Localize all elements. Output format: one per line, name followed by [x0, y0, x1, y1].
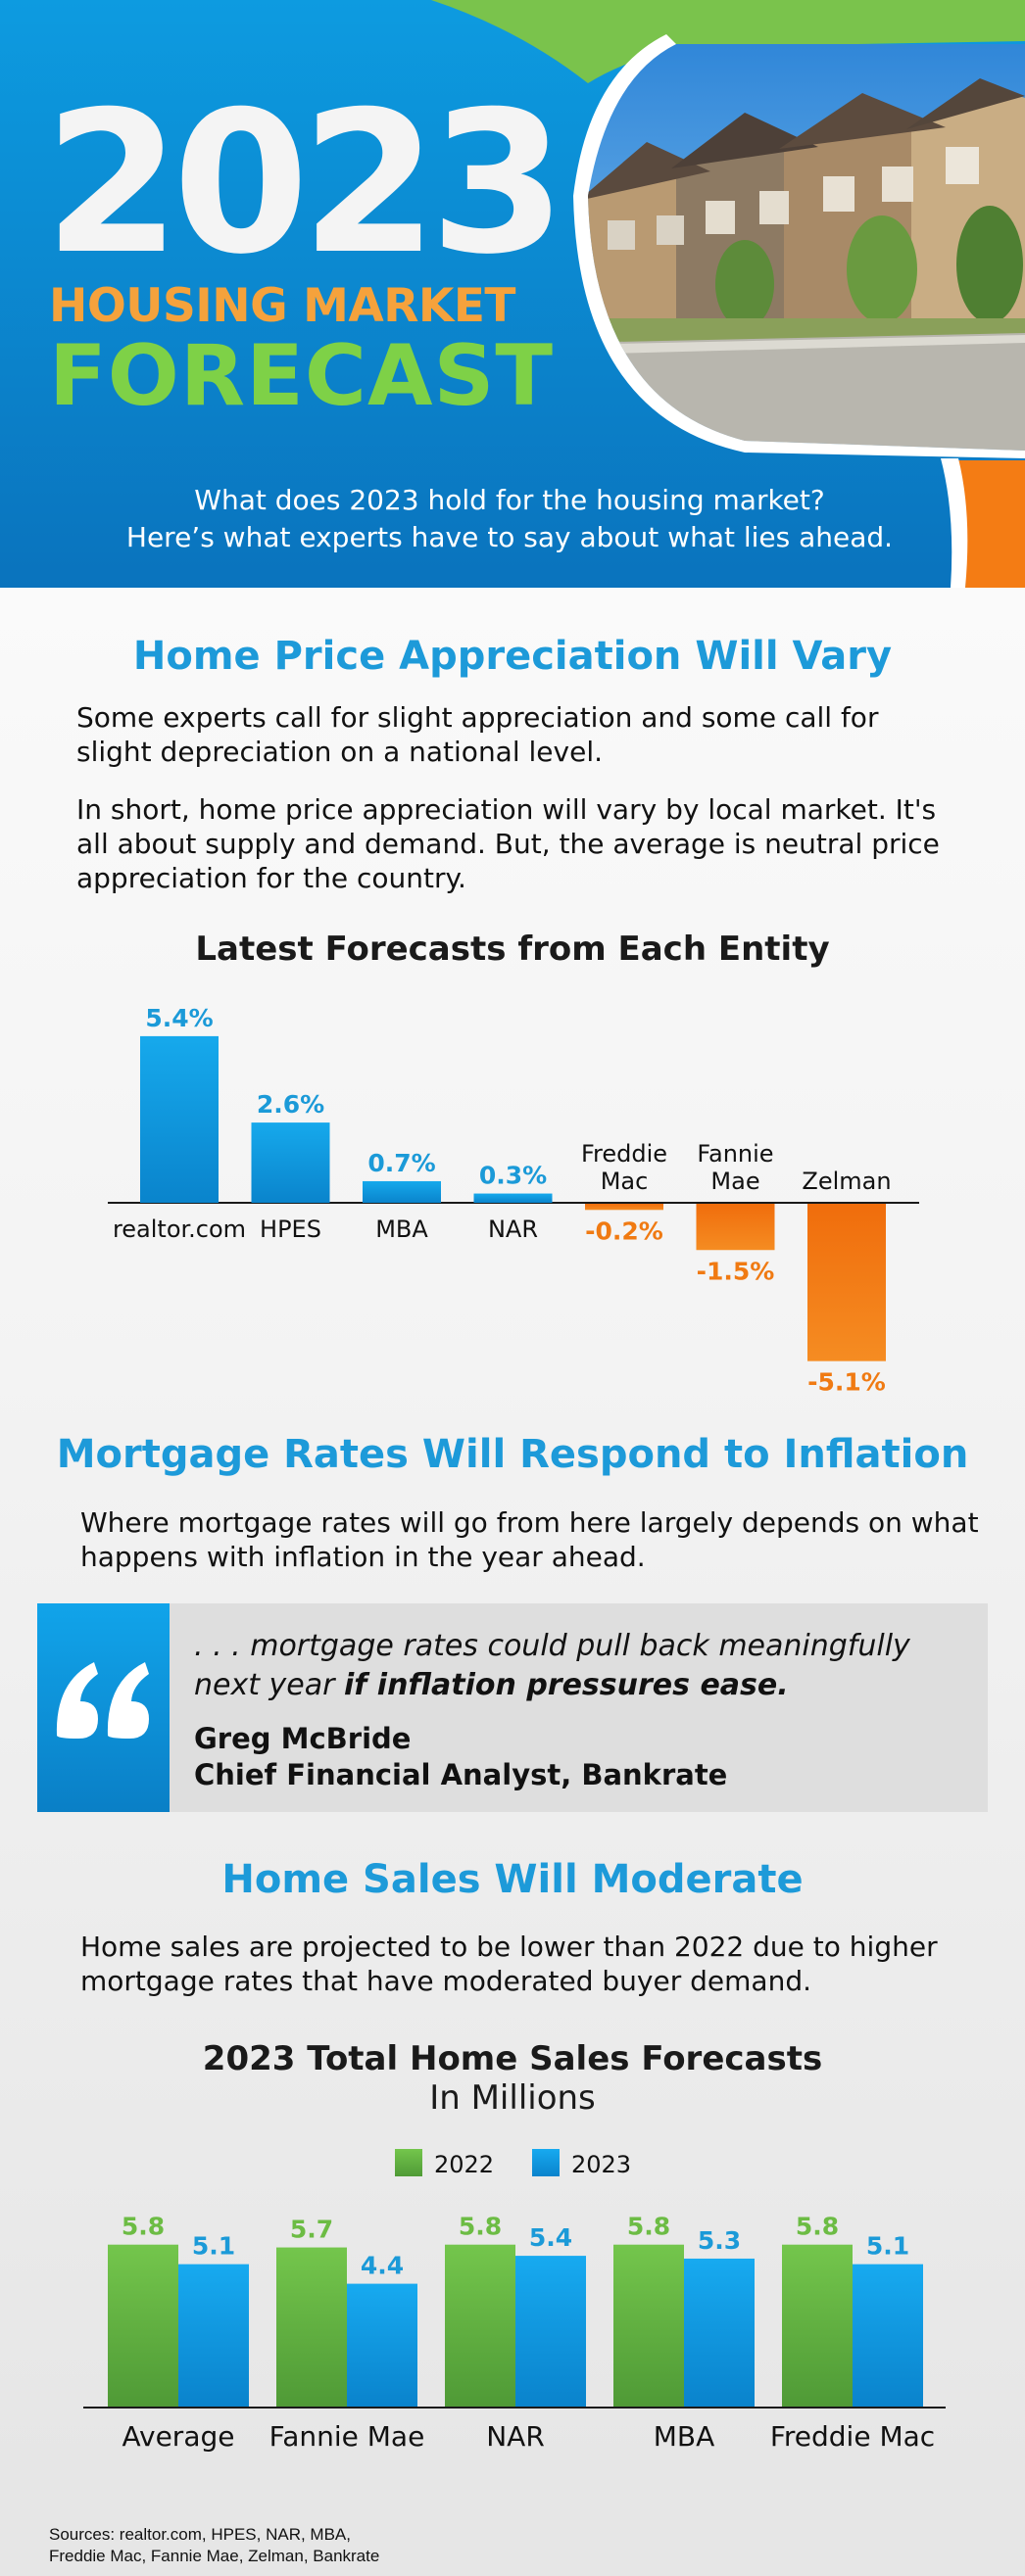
value-label-average-2023: 5.1 [192, 2232, 235, 2261]
bar-average-2022 [108, 2244, 178, 2407]
bar-zelman [807, 1204, 886, 1361]
home-sales-chart-subtitle: In Millions [429, 2078, 596, 2118]
legend-swatch-2023 [532, 2149, 560, 2176]
category-label-hpes: HPES [260, 1216, 321, 1243]
green-corner-shape [431, 0, 1025, 83]
category-label-mba: MBA [654, 2420, 715, 2453]
quote-part-1: . . . mortgage rates could pull back mea… [194, 1629, 910, 1702]
bar-hpes [251, 1122, 330, 1203]
category-label-mba: MBA [375, 1216, 428, 1243]
year-heading: 2023 [44, 70, 566, 298]
value-label-zelman: -5.1% [807, 1368, 886, 1397]
title-forecast: FORECAST [49, 327, 555, 425]
bar-average-2023 [178, 2264, 249, 2407]
bar-mba-2022 [613, 2244, 684, 2407]
category-label-freddie-mac: Freddie Mac [770, 2420, 935, 2453]
value-label-mba-2023: 5.3 [698, 2226, 741, 2255]
value-label-realtor-com: 5.4% [145, 1004, 213, 1032]
bar-fannie-mae [696, 1204, 775, 1251]
header-banner: 2023 HOUSING MARKET FORECAST What does 2… [0, 0, 1025, 588]
value-label-fannie-mae-2022: 5.7 [290, 2216, 333, 2244]
quote-part-2-emphasis: if inflation pressures ease. [344, 1668, 789, 1702]
quote-author-title: Chief Financial Analyst, Bankrate [194, 1758, 728, 1791]
sources-note: Sources: realtor.com, HPES, NAR, MBA, Fr… [49, 2524, 379, 2567]
bar-nar [473, 1193, 553, 1203]
bar-freddie-mac-2022 [782, 2244, 853, 2407]
suburban-townhouses-photo [588, 44, 1025, 451]
quote-mark-panel [37, 1603, 170, 1812]
title-housing-market: HOUSING MARKET [49, 279, 516, 333]
value-label-freddie-mac: -0.2% [585, 1216, 663, 1245]
header-background [0, 0, 1025, 588]
category-label-nar: NAR [488, 1216, 538, 1243]
category-label-realtor-com: realtor.com [113, 1216, 246, 1243]
category-label-zelman: Zelman [802, 1168, 891, 1195]
home-sales-chart: 2022 2023 5.8 5.1 Average 5.7 4.4 Fannie Mae 5.… [83, 2149, 946, 2453]
quotation-mark-icon [56, 1662, 149, 1739]
section-heading-mortgage-rates: Mortgage Rates Will Respond to Inflation [56, 1432, 969, 1477]
value-label-nar-2022: 5.8 [459, 2213, 502, 2241]
sources-line-2: Freddie Mac, Fannie Mae, Zelman, Bankrat… [49, 2547, 380, 2565]
quote-box: . . . mortgage rates could pull back mea… [37, 1603, 988, 1812]
home-sales-chart-title: 2023 Total Home Sales Forecasts [202, 2039, 823, 2078]
bar-fannie-mae-2022 [276, 2247, 347, 2407]
quote-text: . . . mortgage rates could pull back mea… [194, 1627, 968, 1705]
orange-accent-shape [955, 460, 1025, 588]
sources-line-1: Sources: realtor.com, HPES, NAR, MBA, [49, 2525, 351, 2544]
quote-author-name: Greg McBride [194, 1722, 412, 1755]
value-label-mba-2022: 5.8 [627, 2213, 670, 2241]
bar-nar-2023 [515, 2256, 586, 2407]
category-label-nar: NAR [486, 2420, 545, 2453]
value-label-mba: 0.7% [367, 1149, 435, 1177]
bar-mba [363, 1180, 441, 1203]
value-label-freddie-mac-2023: 5.1 [866, 2232, 909, 2261]
intro-line-2: Here’s what experts have to say about wh… [125, 521, 894, 553]
value-label-hpes: 2.6% [257, 1090, 324, 1119]
intro-text: What does 2023 hold for the housing mark… [59, 482, 960, 556]
quote-attribution: Greg McBride Chief Financial Analyst, Ba… [194, 1721, 727, 1793]
section-heading-home-sales: Home Sales Will Moderate [221, 1857, 804, 1902]
value-label-nar-2023: 5.4 [529, 2223, 572, 2252]
value-label-fannie-mae: -1.5% [697, 1257, 775, 1285]
home-sales-para: Home sales are projected to be lower tha… [80, 1931, 938, 1997]
category-label-fannie-mae: Fannie Mae [697, 1140, 773, 1195]
legend-label-2022: 2022 [434, 2151, 494, 2178]
category-label-fannie-mae: Fannie Mae [269, 2420, 425, 2453]
legend-label-2023: 2023 [571, 2151, 631, 2178]
intro-line-1: What does 2023 hold for the housing mark… [194, 484, 825, 516]
price-appreciation-para-1: Some experts call for slight appreciatio… [76, 701, 879, 768]
mortgage-rates-para: Where mortgage rates will go from here l… [80, 1506, 979, 1573]
price-appreciation-para-2: In short, home price appreciation will v… [76, 793, 940, 894]
price-forecast-chart: 5.4% realtor.com 2.6% HPES 0.7% MBA 0.3% NAR -0.… [108, 1004, 919, 1397]
bar-realtor-com [140, 1035, 219, 1203]
value-label-nar: 0.3% [479, 1162, 547, 1190]
bar-fannie-mae-2023 [347, 2283, 417, 2407]
bar-nar-2022 [445, 2244, 515, 2407]
category-label-freddie-mac: Freddie Mac [581, 1140, 667, 1195]
category-label-average: Average [122, 2420, 235, 2453]
bar-mba-2023 [684, 2258, 755, 2407]
bar-freddie-mac-2023 [853, 2264, 923, 2407]
bar-freddie-mac [585, 1204, 663, 1211]
value-label-freddie-mac-2022: 5.8 [796, 2213, 839, 2241]
value-label-average-2022: 5.8 [122, 2213, 165, 2241]
section-heading-price-appreciation: Home Price Appreciation Will Vary [132, 634, 893, 679]
forecast-chart-title: Latest Forecasts from Each Entity [195, 930, 830, 969]
value-label-fannie-mae-2023: 4.4 [361, 2252, 404, 2280]
legend-swatch-2022 [395, 2149, 422, 2176]
